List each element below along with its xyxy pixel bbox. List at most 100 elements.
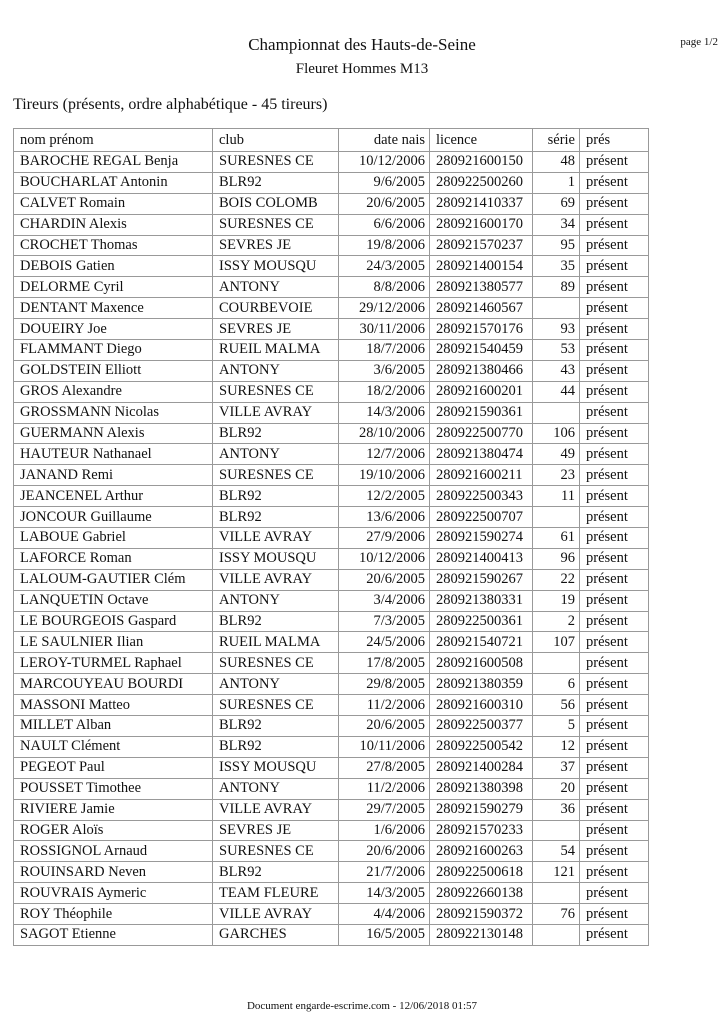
- column-header-licence: licence: [429, 128, 533, 152]
- cell-birth-date: 10/11/2006: [338, 735, 430, 758]
- document-subtitle: Fleuret Hommes M13: [295, 61, 429, 77]
- cell-club: BLR92: [212, 735, 339, 758]
- cell-club: COURBEVOIE: [212, 297, 339, 320]
- cell-serie: 20: [532, 777, 580, 800]
- cell-name: DOUEIRY Joe: [13, 318, 213, 341]
- cell-club: SEVRES JE: [212, 234, 339, 257]
- cell-presence: présent: [579, 234, 649, 257]
- cell-name: MASSONI Matteo: [13, 694, 213, 717]
- cell-birth-date: 7/3/2005: [338, 610, 430, 633]
- cell-presence: présent: [579, 213, 649, 236]
- cell-licence: 280921540459: [429, 339, 533, 361]
- cell-licence: 280921600310: [429, 694, 533, 717]
- cell-birth-date: 27/9/2006: [338, 527, 430, 549]
- footer: Document engarde-escrime.com - 12/06/201…: [246, 1000, 478, 1012]
- cell-presence: présent: [579, 673, 649, 696]
- cell-serie: 44: [532, 380, 580, 403]
- table-row: DOUEIRY Joe SEVRES JE 30/11/2006 2809215701…: [13, 318, 649, 341]
- cell-serie: 36: [532, 798, 580, 821]
- cell-serie: 93: [532, 318, 580, 341]
- cell-licence: 280921400154: [429, 255, 533, 278]
- cell-name: SAGOT Etienne: [13, 923, 213, 946]
- cell-club: VILLE AVRAY: [212, 903, 339, 925]
- cell-serie: 19: [532, 589, 580, 612]
- cell-name: ROGER Aloïs: [13, 819, 213, 842]
- cell-birth-date: 18/2/2006: [338, 380, 430, 403]
- table-row: SAGOT Etienne GARCHES 16/5/2005 28092213014…: [13, 923, 649, 946]
- cell-licence: 280921600211: [429, 464, 533, 487]
- table-header-row: nom prénom club date nais licence série prés: [13, 128, 649, 152]
- cell-licence: 280921460567: [429, 297, 533, 320]
- cell-name: MILLET Alban: [13, 715, 213, 737]
- cell-club: SURESNES CE: [212, 213, 339, 236]
- cell-presence: présent: [579, 882, 649, 905]
- cell-club: VILLE AVRAY: [212, 568, 339, 591]
- column-header-name: nom prénom: [13, 128, 213, 152]
- cell-name: LE BOURGEOIS Gaspard: [13, 610, 213, 633]
- cell-licence: 280921380474: [429, 443, 533, 466]
- cell-licence: 280922500361: [429, 610, 533, 633]
- cell-serie: 54: [532, 840, 580, 863]
- cell-presence: présent: [579, 171, 649, 194]
- table-row: ROY Théophile VILLE AVRAY 4/4/2006 28092159…: [13, 903, 649, 925]
- cell-presence: présent: [579, 359, 649, 382]
- cell-club: BLR92: [212, 171, 339, 194]
- cell-birth-date: 8/8/2006: [338, 276, 430, 299]
- cell-licence: 280922500343: [429, 485, 533, 508]
- cell-birth-date: 6/6/2006: [338, 213, 430, 236]
- column-header-serie: série: [532, 128, 580, 152]
- cell-presence: présent: [579, 527, 649, 549]
- cell-licence: 280922500707: [429, 506, 533, 529]
- cell-birth-date: 29/7/2005: [338, 798, 430, 821]
- cell-birth-date: 11/2/2006: [338, 694, 430, 717]
- cell-serie: 53: [532, 339, 580, 361]
- cell-club: SURESNES CE: [212, 380, 339, 403]
- cell-name: ROUINSARD Neven: [13, 861, 213, 884]
- cell-presence: présent: [579, 443, 649, 466]
- cell-birth-date: 20/6/2005: [338, 715, 430, 737]
- cell-club: BLR92: [212, 861, 339, 884]
- cell-club: ANTONY: [212, 359, 339, 382]
- cell-name: GUERMANN Alexis: [13, 422, 213, 445]
- cell-serie: 5: [532, 715, 580, 737]
- cell-birth-date: 18/7/2006: [338, 339, 430, 361]
- cell-licence: 280921600150: [429, 151, 533, 173]
- cell-presence: présent: [579, 380, 649, 403]
- cell-presence: présent: [579, 735, 649, 758]
- table-row: MASSONI Matteo SURESNES CE 11/2/2006 280921…: [13, 694, 649, 717]
- cell-presence: présent: [579, 297, 649, 320]
- document-title: Championnat des Hauts-de-Seine: [248, 35, 476, 54]
- cell-serie: 107: [532, 631, 580, 654]
- table-row: ROSSIGNOL Arnaud SURESNES CE 20/6/2006 2809…: [13, 840, 649, 863]
- cell-name: LANQUETIN Octave: [13, 589, 213, 612]
- column-header-presence: prés: [579, 128, 649, 152]
- table-row: FLAMMANT Diego RUEIL MALMA 18/7/2006 280921…: [13, 339, 649, 361]
- cell-presence: présent: [579, 318, 649, 341]
- cell-serie: 48: [532, 151, 580, 173]
- table-row: BAROCHE REGAL Benja SURESNES CE 10/12/2006…: [13, 151, 649, 173]
- cell-presence: présent: [579, 903, 649, 925]
- cell-licence: 280921540721: [429, 631, 533, 654]
- cell-club: BOIS COLOMB: [212, 192, 339, 215]
- table-row: LALOUM-GAUTIER Clém VILLE AVRAY 20/6/2005 2…: [13, 568, 649, 591]
- cell-birth-date: 1/6/2006: [338, 819, 430, 842]
- cell-licence: 280921570237: [429, 234, 533, 257]
- table-row: DEBOIS Gatien ISSY MOUSQU 24/3/2005 2809214…: [13, 255, 649, 278]
- table-row: HAUTEUR Nathanael ANTONY 12/7/2006 28092138…: [13, 443, 649, 466]
- cell-serie: 43: [532, 359, 580, 382]
- table-row: CHARDIN Alexis SURESNES CE 6/6/2006 2809216…: [13, 213, 649, 236]
- cell-licence: 280921590361: [429, 401, 533, 424]
- cell-serie: [532, 652, 580, 675]
- cell-licence: 280921590372: [429, 903, 533, 925]
- column-header-birth-date: date nais: [338, 128, 430, 152]
- cell-name: DENTANT Maxence: [13, 297, 213, 320]
- table-row: ROUINSARD Neven BLR92 21/7/2006 28092250061…: [13, 861, 649, 884]
- cell-serie: [532, 401, 580, 424]
- cell-presence: présent: [579, 547, 649, 570]
- cell-birth-date: 10/12/2006: [338, 151, 430, 173]
- table-row: GUERMANN Alexis BLR92 28/10/2006 2809225007…: [13, 422, 649, 445]
- cell-presence: présent: [579, 840, 649, 863]
- cell-licence: 280922500542: [429, 735, 533, 758]
- cell-licence: 280921400284: [429, 756, 533, 779]
- cell-birth-date: 12/2/2005: [338, 485, 430, 508]
